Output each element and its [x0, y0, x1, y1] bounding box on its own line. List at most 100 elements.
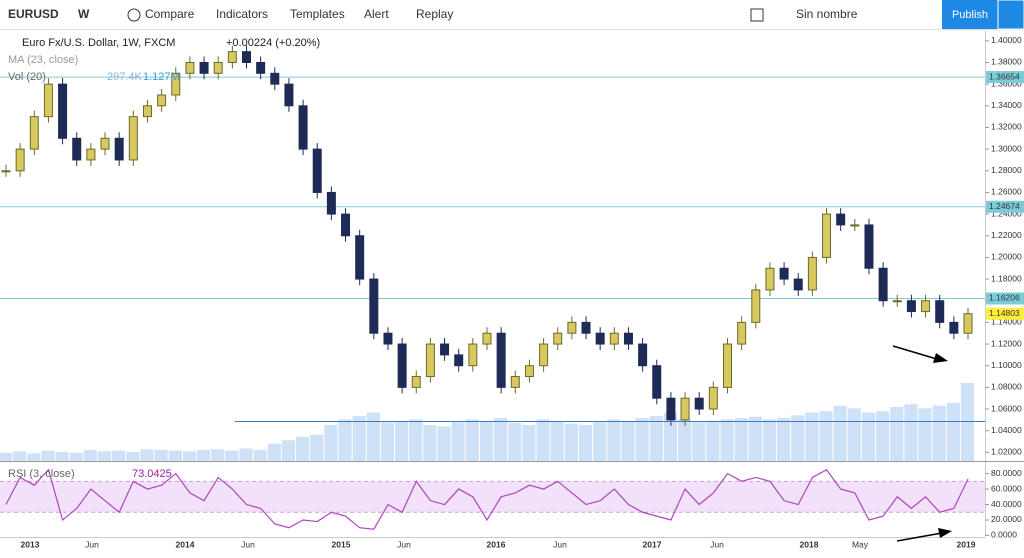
- volume-bar: [352, 416, 366, 461]
- y-tick-label: 1.18000: [991, 273, 1022, 283]
- rsi-label: RSI (3, close): [8, 468, 75, 480]
- time-label: 2019: [957, 539, 976, 549]
- candle: [609, 332, 619, 345]
- candle: [100, 137, 110, 150]
- y-tick-label: 60.0000: [991, 483, 1022, 493]
- volume-bar: [83, 449, 97, 461]
- replay[interactable]: Replay: [416, 7, 453, 21]
- volume-bar: [861, 412, 876, 461]
- y-tick-label: 1.12000: [991, 338, 1022, 348]
- volume-bar: [550, 420, 564, 461]
- volume-bar: [126, 452, 140, 461]
- level-badge: [986, 292, 1024, 305]
- volume-bar: [451, 422, 465, 461]
- candle: [807, 256, 817, 291]
- candle: [836, 213, 846, 226]
- candle: [157, 94, 167, 107]
- compare-icon: [127, 8, 141, 22]
- level-label: 1.24674: [989, 201, 1020, 211]
- volume-bar: [621, 420, 635, 461]
- volume-bar: [225, 450, 239, 461]
- volume-bar: [663, 412, 677, 461]
- volume-bar: [876, 411, 890, 461]
- candle: [623, 332, 633, 345]
- candle: [43, 83, 53, 118]
- volume-bar: [692, 422, 706, 461]
- volume-bar: [281, 440, 296, 461]
- volume-bar: [932, 405, 946, 461]
- volume-bar: [607, 419, 621, 461]
- candle: [242, 51, 251, 63]
- volume-bar: [154, 449, 168, 461]
- volume-bar: [890, 407, 904, 461]
- indicators[interactable]: Indicators: [216, 7, 268, 21]
- y-tick-label: 0.0000: [991, 530, 1017, 540]
- y-tick-label: 1.04000: [991, 425, 1022, 435]
- time-label: 2014: [176, 539, 195, 549]
- time-label: 2016: [487, 539, 506, 549]
- volume-bar: [69, 452, 83, 461]
- templates[interactable]: Templates: [290, 7, 345, 21]
- candle: [411, 376, 421, 388]
- candle: [482, 332, 492, 345]
- volume-bar: [564, 423, 578, 461]
- volume-bar: [97, 451, 112, 461]
- publish[interactable]: Publish: [952, 9, 988, 21]
- y-tick-label: 1.36000: [991, 78, 1022, 88]
- candle: [326, 191, 336, 215]
- alert[interactable]: Alert: [364, 7, 389, 21]
- candle: [694, 397, 704, 410]
- y-tick-label: 1.10000: [991, 360, 1022, 370]
- level-label: 1.16206: [989, 293, 1020, 303]
- time-label: Jun: [710, 539, 724, 549]
- candle: [510, 376, 520, 388]
- y-tick-label: 80.0000: [991, 468, 1022, 478]
- layout-name[interactable]: Sin nombre: [796, 7, 858, 21]
- volume-bar: [593, 422, 607, 461]
- candle: [864, 224, 874, 269]
- candle: [595, 332, 605, 345]
- volume-bar: [494, 418, 508, 461]
- candle: [256, 61, 266, 74]
- ma-label: MA (23, close): [8, 54, 78, 66]
- candle: [963, 313, 973, 334]
- candle: [397, 343, 407, 388]
- candle: [86, 148, 96, 161]
- publish-button[interactable]: [942, 0, 998, 29]
- symbol[interactable]: EURUSD: [8, 7, 59, 21]
- volume-bar: [748, 416, 762, 461]
- interval[interactable]: W: [78, 7, 90, 21]
- volume-bar: [762, 419, 777, 461]
- volume-bar: [833, 405, 847, 461]
- candle: [793, 278, 803, 291]
- volume-bar: [734, 418, 748, 461]
- candle: [949, 321, 959, 334]
- volume-bar: [338, 419, 352, 461]
- volume-bar: [395, 420, 409, 461]
- candle: [15, 148, 25, 172]
- candle: [128, 116, 138, 161]
- volume-bar: [777, 418, 791, 461]
- instrument: Euro Fx/U.S. Dollar, 1W, FXCM: [22, 37, 175, 49]
- time-label: 2013: [21, 539, 40, 549]
- play-button[interactable]: [997, 0, 1024, 30]
- volume-bar: [182, 451, 196, 461]
- volume-bar: [904, 404, 918, 461]
- y-tick-label: 1.30000: [991, 143, 1022, 153]
- compare[interactable]: Compare: [145, 7, 195, 21]
- volume-bar: [253, 449, 267, 461]
- rsi-band: [0, 481, 985, 513]
- checkbox[interactable]: [750, 8, 764, 22]
- y-tick-label: 1.28000: [991, 165, 1022, 175]
- y-tick-label: 1.14000: [991, 317, 1022, 327]
- candle: [114, 137, 124, 161]
- volume-bar: [578, 425, 593, 461]
- volume-bar: [819, 411, 833, 461]
- time-label: Jun: [241, 539, 255, 549]
- candle: [539, 343, 549, 367]
- volume-bar: [0, 452, 13, 461]
- volume-bar: [720, 419, 734, 461]
- y-tick-label: 1.22000: [991, 230, 1022, 240]
- candle: [723, 343, 732, 388]
- time-label: 2015: [332, 539, 351, 549]
